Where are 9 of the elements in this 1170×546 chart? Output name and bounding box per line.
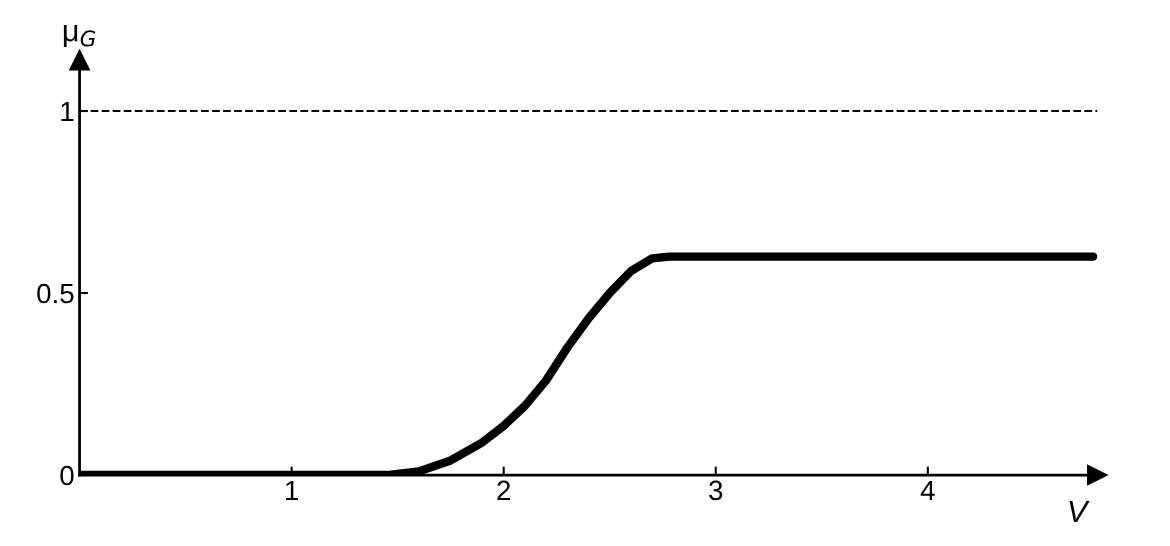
y-tick-label: 1 xyxy=(61,101,74,122)
x-tick-label: 3 xyxy=(709,480,723,501)
x-tick-label: 4 xyxy=(920,480,935,501)
x-axis-title: V xyxy=(1069,501,1090,523)
y-axis-title: μ$_{G}$ xyxy=(63,25,96,48)
x-tick-label: 1 xyxy=(286,480,298,501)
y-tick-label: 0 xyxy=(60,465,74,486)
y-tick-label: 0.5 xyxy=(37,283,74,304)
x-tick-label: 2 xyxy=(497,480,511,501)
